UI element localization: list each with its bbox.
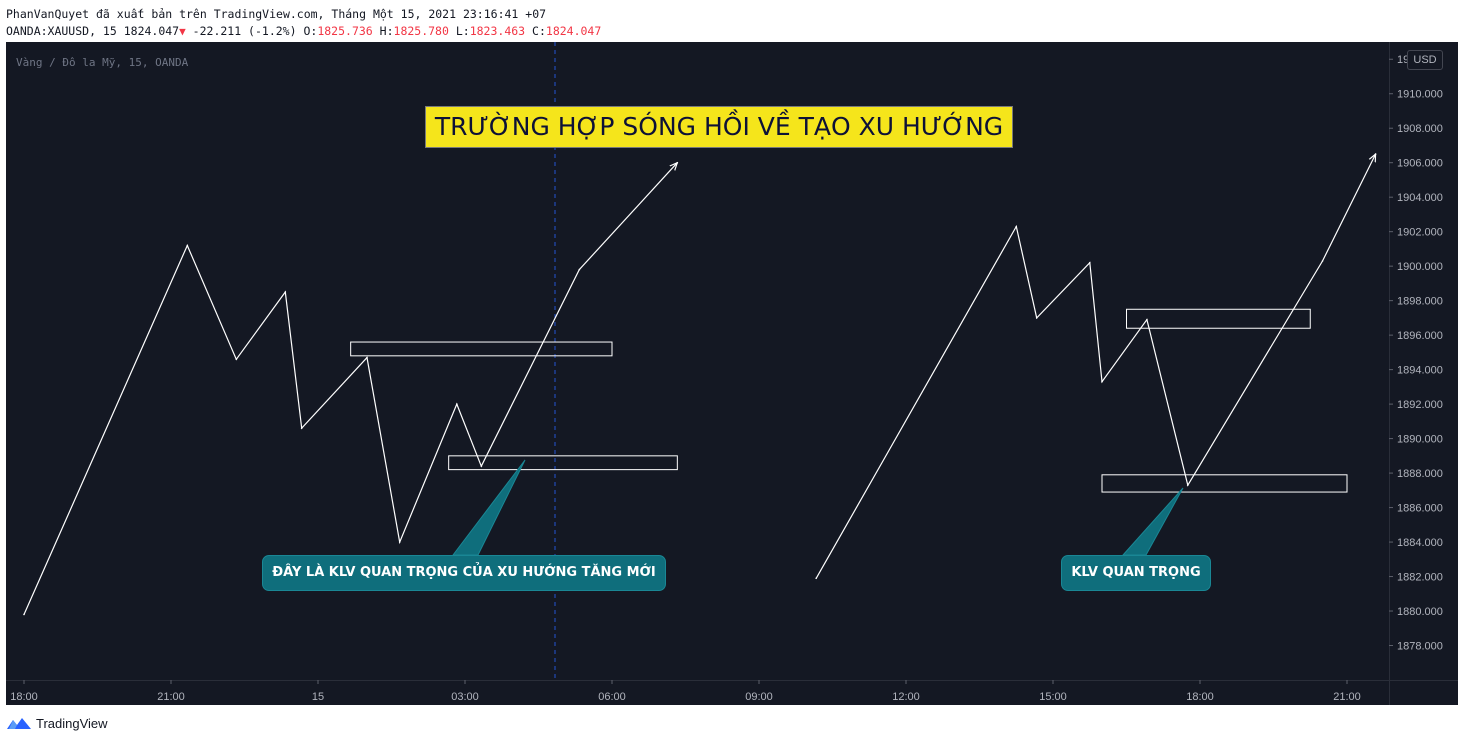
- y-tick-label: 1896.000: [1397, 330, 1443, 342]
- y-tick-label: 1882.000: [1397, 572, 1443, 584]
- y-tick-label: 1890.000: [1397, 434, 1443, 446]
- price-path-line: [815, 154, 1375, 579]
- footer: TradingView: [0, 705, 1464, 744]
- price-path-point: [1186, 484, 1189, 486]
- price-path-point: [1146, 318, 1148, 321]
- x-tick-label: 09:00: [745, 691, 773, 703]
- x-tick-label: 12:00: [892, 691, 920, 703]
- x-tick-label: 21:00: [157, 691, 185, 703]
- chart-area[interactable]: 1878.000 1880.000 1882.000 1884.000 1886.000…: [6, 42, 1458, 705]
- price-path-point: [1321, 260, 1324, 262]
- x-tick-label: 18:00: [10, 691, 38, 703]
- callout-pointer-left: [451, 459, 526, 556]
- price-path-point: [456, 403, 458, 405]
- price-path-point: [676, 161, 679, 164]
- klv-zone-rect: [1101, 474, 1348, 493]
- currency-button[interactable]: USD: [1407, 50, 1443, 70]
- open-value: 1825.736: [317, 24, 373, 38]
- chart-header: PhanVanQuyet đã xuất bản trên TradingVie…: [0, 0, 1464, 42]
- symbol-watermark: Vàng / Đô la Mỹ, 15, OANDA: [16, 56, 189, 69]
- low-value: 1823.463: [469, 24, 526, 38]
- high-value: 1825.780: [393, 24, 449, 38]
- y-tick-label: 1878.000: [1397, 641, 1443, 653]
- last-price: 1824.047: [123, 24, 180, 38]
- price-path-point: [1035, 317, 1038, 319]
- price-path-point: [1015, 225, 1018, 228]
- title-annotation[interactable]: TRƯỜNG HỢP SÓNG HỒI VỀ TẠO XU HƯỚNG: [425, 106, 1013, 148]
- y-tick-label: 1886.000: [1397, 503, 1443, 515]
- open-label: O:: [303, 24, 318, 38]
- ohlc-line: OANDA:XAUUSD, 15 1824.047▼ -22.211 (-1.2…: [6, 24, 601, 38]
- klv-zone-rect: [448, 455, 678, 471]
- y-tick-label: 1904.000: [1397, 192, 1443, 204]
- price-path-point: [815, 577, 817, 580]
- y-tick-label: 1884.000: [1397, 537, 1443, 549]
- price-chart[interactable]: 1878.000 1880.000 1882.000 1884.000 1886.000…: [6, 42, 1458, 705]
- x-tick-label: 18:00: [1186, 691, 1214, 703]
- price-path-point: [578, 268, 581, 271]
- y-tick-label: 1898.000: [1397, 296, 1443, 308]
- y-tick-label: 1892.000: [1397, 399, 1443, 411]
- price-path-point: [1088, 261, 1091, 264]
- published-info: PhanVanQuyet đã xuất bản trên TradingVie…: [6, 7, 547, 21]
- y-tick-label: 1906.000: [1397, 158, 1443, 170]
- price-path-point: [235, 358, 238, 361]
- y-tick-label: 1880.000: [1397, 606, 1443, 618]
- price-path-point: [1374, 153, 1377, 155]
- price-path-point: [300, 427, 303, 430]
- price-path-point: [398, 541, 401, 543]
- price-path-point: [284, 291, 287, 293]
- price-path-point: [186, 244, 189, 247]
- x-tick-label: 15:00: [1039, 691, 1067, 703]
- x-tick-label: 06:00: [598, 691, 626, 703]
- close-value: 1824.047: [545, 24, 602, 38]
- symbol-label: OANDA:XAUUSD, 15: [6, 24, 117, 38]
- price-path-point: [23, 613, 25, 616]
- tradingview-logo-icon: [7, 718, 31, 729]
- callout-new-uptrend-klv[interactable]: ĐÂY LÀ KLV QUAN TRỌNG CỦA XU HƯỚNG TĂNG …: [262, 555, 666, 591]
- y-tick-label: 1900.000: [1397, 261, 1443, 273]
- callout-important-klv[interactable]: KLV QUAN TRỌNG: [1061, 555, 1211, 591]
- price-path-point: [480, 465, 483, 467]
- high-label: H:: [379, 24, 394, 38]
- y-tick-label: 1888.000: [1397, 468, 1443, 480]
- x-tick-label: 03:00: [451, 691, 479, 703]
- price-path-point: [1101, 380, 1103, 383]
- low-label: L:: [455, 24, 470, 38]
- klv-zone-rect: [1126, 308, 1311, 329]
- x-tick-label: 15: [312, 691, 324, 703]
- y-tick-label: 1908.000: [1397, 123, 1443, 135]
- y-tick-label: 1894.000: [1397, 365, 1443, 377]
- y-tick-label: 1910.000: [1397, 89, 1443, 101]
- x-tick-label: 21:00: [1333, 691, 1361, 703]
- y-tick-label: 1902.000: [1397, 227, 1443, 239]
- price-change: -22.211 (-1.2%): [192, 24, 297, 38]
- triangle-down-icon: ▼: [179, 25, 186, 38]
- tradingview-brand[interactable]: TradingView: [6, 716, 108, 731]
- price-path-line: [23, 163, 677, 615]
- klv-zone-rect: [350, 341, 613, 357]
- price-path-point: [366, 356, 368, 359]
- brand-label: TradingView: [36, 716, 108, 731]
- callout-pointer-right: [1121, 487, 1184, 556]
- close-label: C:: [532, 24, 546, 38]
